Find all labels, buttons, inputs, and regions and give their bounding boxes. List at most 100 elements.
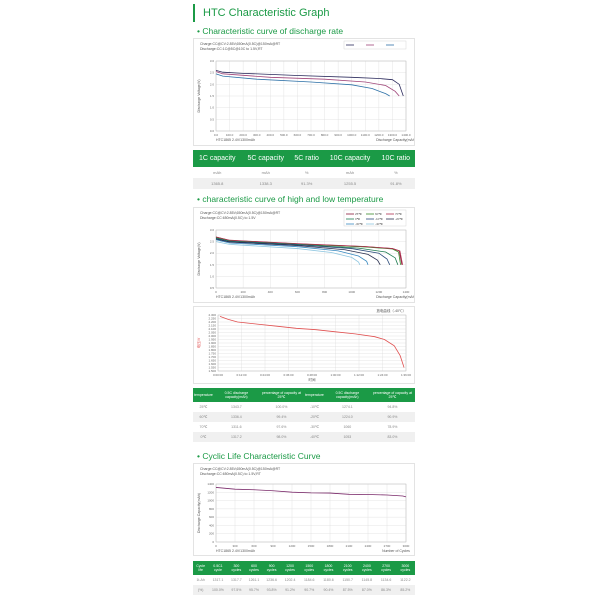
y-axis-label: Discharge Voltage(V) (197, 242, 201, 275)
x-tick-label: 1000 (348, 290, 355, 294)
plot-area (215, 60, 407, 132)
table-cell: % (304, 170, 309, 175)
table-cell: 1184.6 (304, 578, 315, 582)
x-tick-label: 900 (270, 544, 275, 548)
table-cell: 100.0% (275, 405, 288, 409)
x-tick-label: 2700 (384, 544, 391, 548)
x-axis-label: Discharge Capacity(mAh) (376, 295, 414, 299)
table-cell: 1261.1 (248, 578, 260, 582)
series-line (215, 237, 399, 265)
table-cell: 1060 (343, 425, 352, 429)
x-tick-label: 2100 (346, 544, 353, 548)
table-cell: 86.3% (376, 585, 396, 595)
temperature-chart: Charge:CC@CV:2.85V,650mA(0.5C)@150mA@RT D… (193, 207, 415, 303)
table-cell: 100.0% (208, 585, 228, 595)
x-tick-label: 1200 (289, 544, 296, 548)
table-cell: 1145.8 (361, 578, 373, 582)
chart-footer: HTC1865 2.4V/1300mAh (216, 295, 255, 299)
y-axis-label: Discharge Voltage(V) (197, 79, 201, 112)
section-heading-cycle: Cyclic Life Characteristic Curve (197, 451, 320, 461)
y-tick-label: 2.5 (210, 240, 215, 244)
column-header: temperature (193, 388, 214, 402)
column-header: 2700 cycles (376, 561, 396, 575)
table-cell: 97.6% (276, 425, 287, 429)
table-cell: (%) (193, 585, 209, 595)
y-tick-label: 1.650 (208, 359, 216, 363)
x-tick-label: 0:00:00 (213, 373, 223, 377)
series-line (215, 238, 381, 266)
table-cell: 1338.3 (241, 178, 290, 189)
x-tick-label: 1500 (308, 544, 315, 548)
table-cell: 1274.1 (342, 405, 353, 409)
y-axis-label: Discharge Capacity(mAh) (197, 493, 201, 533)
x-tick-label: 0:36:00 (283, 373, 293, 377)
x-tick-label: 0 (215, 290, 217, 294)
x-tick-label: 600.0 (294, 133, 302, 137)
x-axis-label: Discharge Capacity(mAh) (376, 138, 414, 142)
legend-label: 70℃ (395, 212, 402, 216)
table-cell: 1317.1 (212, 578, 224, 582)
y-tick-label: 1.700 (208, 355, 216, 359)
x-tick-label: 500.0 (280, 133, 288, 137)
table-row: mAh mAh% mAh% (193, 167, 415, 178)
table-cell: 98.0% (258, 432, 304, 442)
column-header: 600 cycles (245, 561, 263, 575)
x-tick-label: 1800 (327, 544, 334, 548)
table-row: 0℃ 1317.2 98.0% -40℃ 1053 83.0% (193, 432, 415, 442)
x-axis-label: 时间 (309, 377, 317, 382)
chart-note: Discharge:CC:650mA(0.5C) to 1.5V,RT (200, 472, 262, 476)
y-tick-label: 1400 (207, 482, 214, 486)
x-tick-label: 800 (322, 290, 327, 294)
x-tick-label: 1:00:00 (330, 373, 340, 377)
column-header: 0.5C discharge capacity(mAh) (213, 388, 259, 402)
y-tick-label: 2.0 (210, 82, 215, 86)
section-heading-rate: Characteristic curve of discharge rate (197, 26, 343, 36)
y-tick-label: 800 (209, 507, 214, 511)
x-tick-label: 400.0 (267, 133, 275, 137)
table-cell: 90.9% (369, 412, 415, 422)
legend-label: -10℃ (375, 217, 383, 221)
series-line (215, 241, 361, 265)
cycle-life-chart: Charge:CC@CV:2.85V,650mA(0.5C)@150mA@RT D… (193, 463, 415, 556)
column-header: 2400 cycles (357, 561, 377, 575)
table-cell: 1180.6 (323, 578, 334, 582)
column-header: 5C ratio (290, 150, 324, 167)
y-tick-label: 1.0 (210, 274, 215, 278)
chart-note: Discharge:CC:1C@5C@10C to 1.5V,RT (200, 47, 263, 51)
table-cell: 99.4% (258, 412, 304, 422)
legend-label: 25℃ (355, 212, 362, 216)
x-tick-label: 400 (268, 290, 273, 294)
column-header: 1200 cycles (280, 561, 300, 575)
y-tick-label: 1.5 (210, 263, 215, 267)
series-line (215, 487, 407, 498)
y-tick-label: 1000 (207, 499, 214, 503)
column-header: 1C capacity (193, 150, 242, 167)
x-tick-label: 200 (241, 290, 246, 294)
x-tick-label: 1:24:00 (377, 373, 387, 377)
series-line (215, 236, 403, 265)
table-cell: 70℃ (199, 425, 208, 429)
legend-label: 0℃ (355, 217, 361, 221)
table-cell: 1t-Ah (196, 578, 205, 582)
x-tick-label: 1000.0 (347, 133, 357, 137)
table-cell: mAh (345, 170, 355, 175)
series-line (215, 73, 390, 97)
series-line (219, 316, 405, 368)
table-cell: 87.5% (338, 585, 358, 595)
low-temp-discharge-chart: 放电曲线（-40℃） 1.500 1.550 1.600 1.650 1.700 1.750… (193, 306, 415, 384)
table-cell: 97.5% (227, 585, 246, 595)
table-cell: 78.9% (387, 425, 398, 429)
x-tick-label: 3000 (403, 544, 410, 548)
table-cell: mAh (261, 170, 270, 175)
table-cell: 87.0% (357, 585, 377, 595)
table-cell: 91.2% (280, 585, 300, 595)
table-row: 60℃ 1336.4 99.4% -20℃ 1224.0 90.9% (193, 412, 415, 422)
column-header: 2100 cycles (338, 561, 358, 575)
table-cell: 25℃ (199, 405, 208, 409)
table-cell: 94.8% (387, 405, 398, 409)
table-cell: 60℃ (193, 412, 214, 422)
table-row: 1365.8 1338.3 91.3% 1255.5 91.8% (193, 178, 415, 189)
y-tick-label: 0.5 (210, 286, 215, 290)
x-tick-label: 900.0 (334, 133, 342, 137)
column-header: temperature (303, 388, 325, 402)
